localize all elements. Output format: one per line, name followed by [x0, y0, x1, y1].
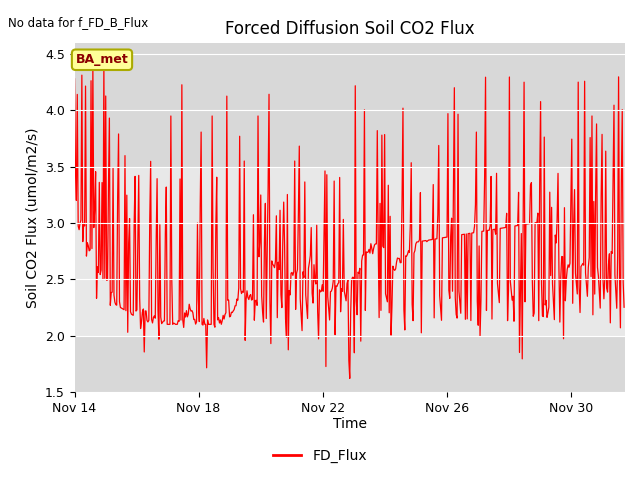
Text: No data for f_FD_B_Flux: No data for f_FD_B_Flux [8, 16, 148, 29]
Legend: FD_Flux: FD_Flux [268, 443, 372, 468]
X-axis label: Time: Time [333, 418, 367, 432]
Y-axis label: Soil CO2 Flux (umol/m2/s): Soil CO2 Flux (umol/m2/s) [26, 127, 40, 308]
Bar [74, 167, 625, 336]
Text: BA_met: BA_met [76, 53, 129, 66]
Title: Forced Diffusion Soil CO2 Flux: Forced Diffusion Soil CO2 Flux [225, 21, 475, 38]
